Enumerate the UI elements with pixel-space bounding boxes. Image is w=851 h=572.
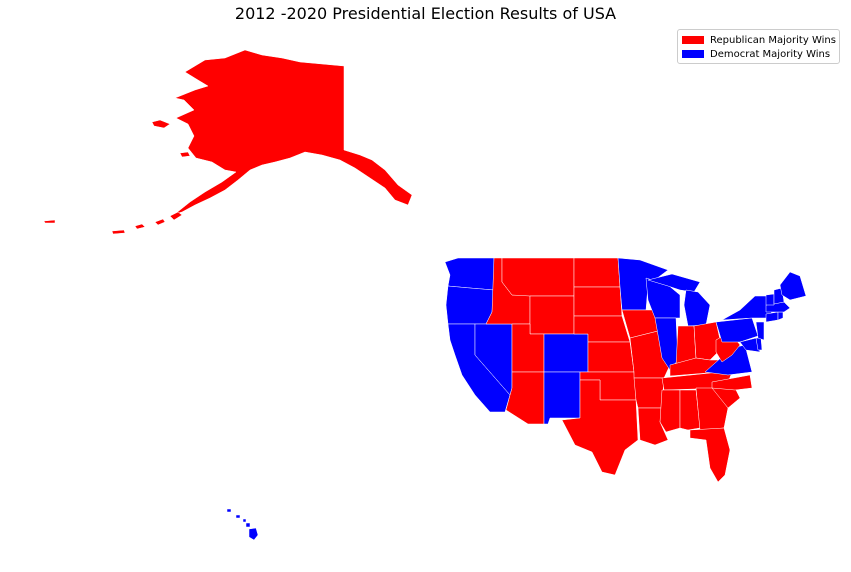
region-south-dakota: [573, 286, 623, 317]
region-oregon: [445, 285, 495, 325]
region-wyoming: [529, 295, 575, 335]
region-texas: [561, 379, 639, 476]
region-colorado: [543, 333, 589, 373]
legend-item-republican: Republican Majority Wins: [682, 34, 836, 46]
region-alabama: [679, 389, 701, 431]
region-north-dakota: [573, 257, 621, 288]
region-minnesota: [617, 257, 669, 311]
region-new-mexico: [543, 371, 581, 425]
region-hawaii: [226, 508, 259, 541]
region-alaska: [43, 49, 413, 235]
region-kansas: [587, 341, 635, 373]
region-maryland: [739, 337, 761, 353]
region-ohio: [693, 321, 723, 361]
region-montana: [501, 257, 575, 297]
region-pennsylvania: [715, 317, 759, 343]
region-rhode-island: [777, 311, 784, 321]
legend-label-democrat: Democrat Majority Wins: [710, 48, 831, 60]
region-georgia: [695, 387, 729, 431]
region-arkansas: [633, 377, 665, 409]
legend-label-republican: Republican Majority Wins: [710, 34, 836, 46]
region-connecticut: [765, 311, 779, 323]
region-new-york: [721, 295, 773, 321]
region-michigan-lower: [683, 289, 711, 327]
legend-item-democrat: Democrat Majority Wins: [682, 48, 830, 60]
region-washington: [444, 257, 495, 291]
region-vermont: [765, 293, 775, 306]
region-new-jersey: [755, 321, 765, 341]
region-north-carolina: [711, 374, 753, 391]
map-title: 2012 -2020 Presidential Election Results…: [234, 4, 617, 23]
region-mississippi: [659, 389, 681, 433]
legend: Republican Majority Wins Democrat Majori…: [677, 29, 840, 64]
legend-swatch-republican: [682, 36, 704, 44]
legend-swatch-democrat: [682, 50, 704, 58]
region-maine: [779, 271, 807, 301]
region-florida: [689, 427, 731, 483]
